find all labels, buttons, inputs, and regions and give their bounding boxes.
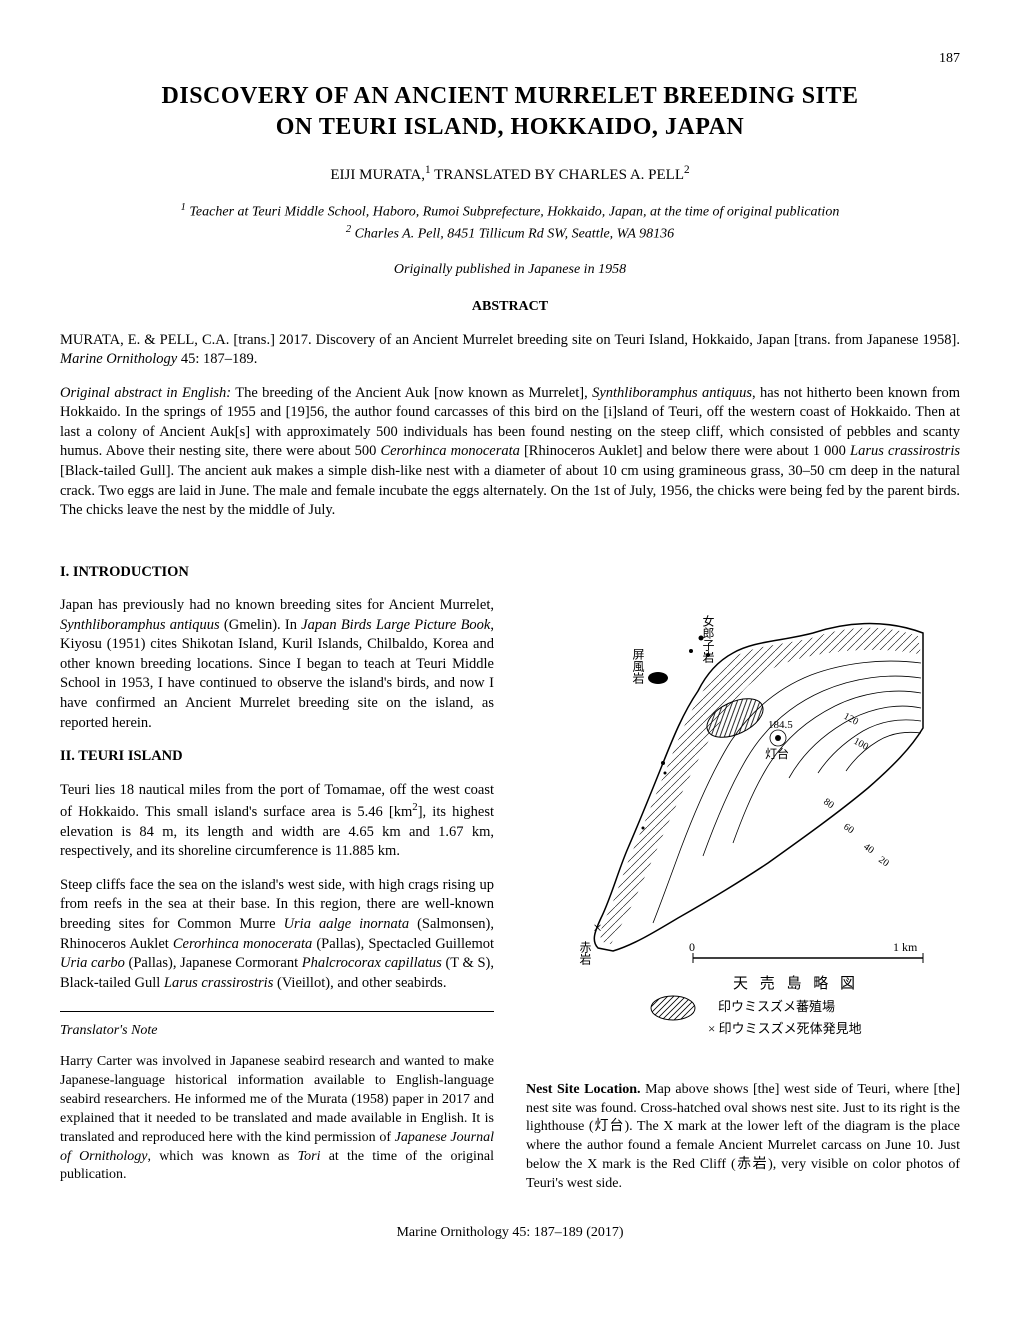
section1-para: Japan has previously had no known breedi…: [60, 596, 494, 733]
figure-caption: Nest Site Location. Map above shows [the…: [526, 1081, 960, 1194]
left-column: I. INTRODUCTION Japan has previously had…: [60, 563, 494, 1194]
paper-title: DISCOVERY OF AN ANCIENT MURRELET BREEDIN…: [60, 81, 960, 143]
section1-heading: I. INTRODUCTION: [60, 563, 494, 583]
joshiiwa-label: 女郎子岩: [701, 613, 715, 662]
cliff-hatching: [600, 627, 921, 943]
contour-120-label: 120: [842, 711, 860, 728]
right-column: 灯台 184.5 120 100 80 60 40 20 女郎子岩 屏風岩: [526, 563, 960, 1194]
rock2: [689, 649, 693, 653]
legend-breed: 印ウミスズメ蕃殖場: [718, 999, 835, 1014]
affiliations: 1 Teacher at Teuri Middle School, Haboro…: [60, 200, 960, 245]
elev-184-label: 184.5: [768, 719, 793, 731]
citation: MURATA, E. & PELL, C.A. [trans.] 2017. D…: [60, 331, 960, 370]
section2-heading: II. TEURI ISLAND: [60, 747, 494, 767]
scale-0: 0: [689, 940, 695, 954]
map-figure: 灯台 184.5 120 100 80 60 40 20 女郎子岩 屏風岩: [526, 563, 960, 1063]
section2-para1: Teuri lies 18 nautical miles from the po…: [60, 781, 494, 862]
islet2: [664, 771, 667, 774]
authors: EIJI MURATA,1 TRANSLATED BY CHARLES A. P…: [60, 163, 960, 185]
contour-20: [653, 661, 921, 923]
akaiwa-label: 赤岩: [578, 940, 592, 964]
legend-carcass: × 印ウミスズメ死体発見地: [708, 1021, 862, 1036]
contour-60-label: 60: [841, 821, 856, 836]
affil-1: 1 Teacher at Teuri Middle School, Haboro…: [60, 200, 960, 223]
gurobijima-label: 屏風岩: [631, 648, 645, 684]
title-line1: DISCOVERY OF AN ANCIENT MURRELET BREEDIN…: [162, 83, 859, 109]
abstract-heading: ABSTRACT: [60, 298, 960, 317]
contour-40-label: 40: [861, 841, 876, 856]
section2-para2: Steep cliffs face the sea on the island'…: [60, 876, 494, 993]
gurobijima-rock: [648, 672, 668, 684]
page-footer: Marine Ornithology 45: 187–189 (2017): [60, 1224, 960, 1243]
abstract-body: Original abstract in English: The breedi…: [60, 384, 960, 521]
affil-2: 2 Charles A. Pell, 8451 Tillicum Rd SW, …: [60, 222, 960, 245]
islet1: [661, 761, 665, 765]
translators-note-body: Harry Carter was involved in Japanese se…: [60, 1053, 494, 1185]
contour-100-label: 100: [852, 736, 870, 753]
contour-80-label: 80: [821, 796, 836, 811]
note-rule: [60, 1011, 494, 1012]
contour-20-label: 20: [876, 854, 891, 869]
title-line2: ON TEURI ISLAND, HOKKAIDO, JAPAN: [276, 114, 745, 140]
x-mark: ×: [593, 920, 602, 937]
map-svg: 灯台 184.5 120 100 80 60 40 20 女郎子岩 屏風岩: [543, 563, 943, 1063]
legend-oval-icon: [651, 996, 695, 1020]
two-column-body: I. INTRODUCTION Japan has previously had…: [60, 563, 960, 1194]
page-number: 187: [60, 50, 960, 69]
lighthouse-marker: [775, 735, 781, 741]
lighthouse-label: 灯台: [765, 746, 789, 761]
legend-title: 天 売 島 略 図: [733, 975, 859, 992]
islet3: [642, 826, 645, 829]
scale-1km: 1 km: [893, 940, 918, 954]
original-publication-note: Originally published in Japanese in 1958: [60, 261, 960, 280]
translators-note-heading: Translator's Note: [60, 1022, 494, 1041]
